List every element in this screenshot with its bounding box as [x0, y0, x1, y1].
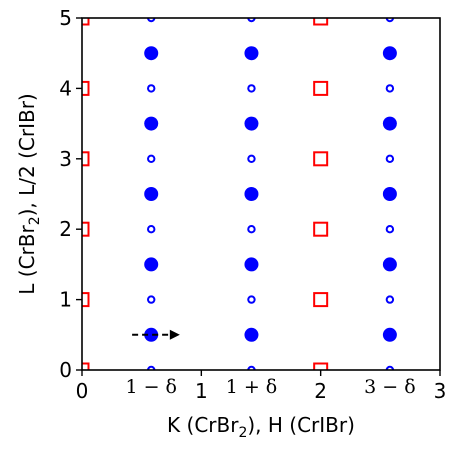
x-tick-label: 2 [314, 379, 327, 403]
open-circle-point [247, 225, 256, 234]
open-circle-point [247, 84, 256, 93]
open-circle-point [147, 154, 156, 164]
open-circle-point [147, 225, 156, 234]
open-circle-point [385, 225, 395, 234]
open-square-point [313, 292, 329, 308]
open-circle-point [247, 154, 256, 164]
open-circle-point [247, 295, 256, 304]
y-tick-label: 2 [59, 217, 72, 241]
delta-annotations: 1 − δ 1 + δ 3 − δ [125, 376, 415, 398]
filled-circle-point [144, 187, 159, 201]
open-circle-point [147, 84, 156, 93]
x-tick-label: 1 [195, 379, 208, 403]
filled-circle-point [144, 116, 159, 131]
open-circle-point [147, 295, 156, 304]
y-tick-label: 0 [59, 358, 72, 382]
open-square-point [313, 18, 329, 26]
y-axis-label: L (CrBr2), L/2 (CrIBr) [15, 93, 43, 294]
y-tick-label: 1 [59, 288, 72, 312]
filled-circle-point [382, 257, 397, 272]
filled-circle-point [382, 116, 397, 131]
filled-circle-point [382, 187, 397, 201]
filled-circle-point [144, 46, 159, 61]
y-tick-label: 5 [59, 6, 72, 30]
open-circle-point [385, 154, 395, 164]
filled-circle-point [244, 327, 259, 342]
filled-circle-point [144, 327, 159, 342]
delta-annotation: 1 + δ [226, 376, 278, 398]
filled-circle-point [244, 187, 259, 201]
filled-circle-point [244, 116, 259, 131]
filled-circle-point [144, 257, 159, 272]
open-circle-point [385, 295, 395, 304]
filled-circle-point [382, 46, 397, 61]
open-square-point [313, 151, 329, 167]
axis-ticks [76, 17, 441, 376]
x-tick-label: 0 [76, 379, 89, 403]
open-circle-point [385, 84, 395, 93]
plot-frame [81, 17, 441, 371]
open-square-point [313, 362, 329, 370]
filled-circle-point [382, 327, 397, 342]
delta-annotation: 1 − δ [125, 376, 177, 398]
x-axis-label: K (CrBr2), H (CrIBr) [167, 413, 355, 441]
open-square-point [82, 151, 90, 167]
arrow-annotation [132, 329, 180, 340]
filled-circle-point [244, 46, 259, 61]
filled-circle-point [244, 257, 259, 272]
open-square-point [82, 221, 90, 237]
open-square-point [82, 80, 90, 96]
delta-annotation: 3 − δ [364, 376, 416, 398]
open-square-point [313, 221, 329, 237]
open-square-point [82, 292, 90, 308]
arrow-head [169, 329, 180, 340]
x-tick-label: 3 [434, 379, 447, 403]
open-square-point [313, 80, 329, 96]
data-markers [82, 18, 397, 370]
y-tick-label: 4 [59, 76, 72, 100]
y-tick-label: 3 [59, 147, 72, 171]
axis-tick-labels: 0 1 2 3 0 1 2 3 4 5 [59, 6, 446, 403]
